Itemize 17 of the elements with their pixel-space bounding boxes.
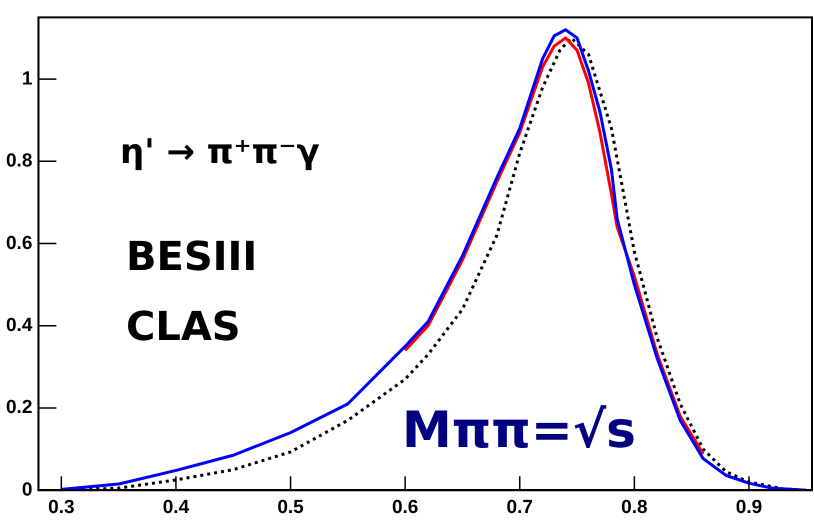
y-tick-label: 1 <box>22 68 33 90</box>
y-tick-label: 0 <box>22 479 32 500</box>
x-tick-label: 0.6 <box>392 496 418 518</box>
annotation: Mππ=√s <box>402 401 636 459</box>
annotation: η' → π⁺π⁻γ <box>120 132 320 172</box>
annotation: CLAS <box>126 304 241 350</box>
x-tick-label: 0.3 <box>48 496 75 518</box>
y-tick-label: 0.4 <box>6 314 33 336</box>
x-tick-label: 0.7 <box>506 496 533 518</box>
x-tick-label: 0.8 <box>621 496 648 518</box>
y-tick-label: 0.8 <box>6 150 32 172</box>
y-tick-label: 0.2 <box>6 397 32 418</box>
y-tick-label: 0.6 <box>6 232 32 254</box>
x-tick-label: 0.9 <box>736 496 762 518</box>
x-tick-label: 0.5 <box>277 496 304 518</box>
x-tick-label: 0.4 <box>162 496 190 518</box>
annotation: BESIII <box>126 234 258 280</box>
